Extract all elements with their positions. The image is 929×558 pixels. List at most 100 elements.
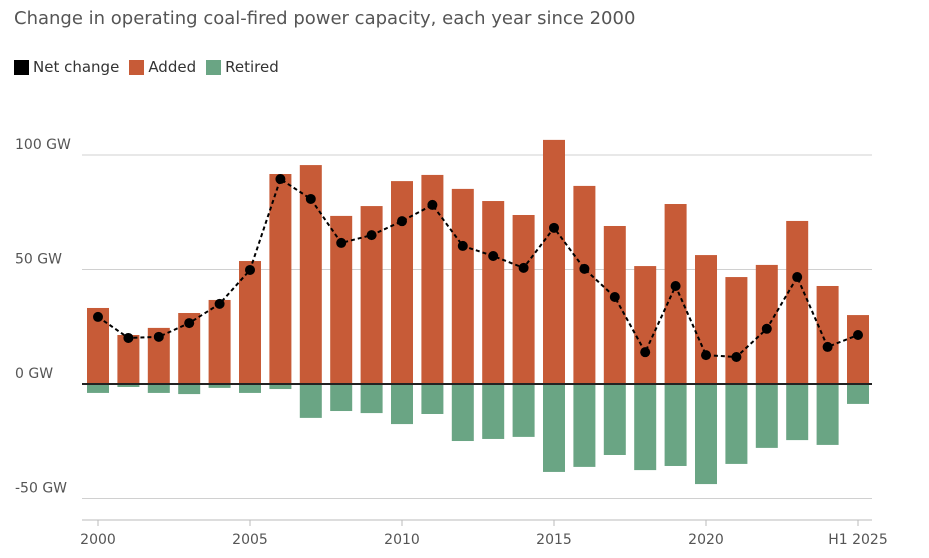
bar-retired [847, 384, 869, 404]
bar-retired [87, 384, 109, 393]
legend: Net change Added Retired [14, 58, 279, 76]
net-change-point [701, 350, 711, 361]
legend-swatch-net [14, 59, 29, 75]
bar-retired [421, 384, 444, 414]
bar-retired [330, 384, 353, 412]
bar-added [512, 214, 535, 384]
bar-added [451, 188, 474, 384]
net-change-point [457, 240, 468, 251]
bar-added [573, 185, 596, 384]
bar-added [360, 206, 383, 384]
bar-added [421, 174, 444, 384]
net-change-point [822, 341, 833, 352]
y-tick-label: 0 GW [15, 366, 53, 382]
net-change-point [731, 351, 742, 362]
bar-added [695, 255, 717, 384]
net-change-point [579, 263, 590, 274]
net-change-point [609, 291, 620, 302]
legend-item-retired: Retired [206, 58, 279, 76]
bar-added [664, 204, 687, 384]
bar-retired [634, 384, 657, 471]
bar-retired [816, 384, 839, 445]
net-change-point [123, 332, 134, 343]
net-change-point [761, 323, 772, 334]
bar-retired [755, 384, 778, 448]
bar-retired [512, 384, 535, 437]
bar-retired [695, 384, 717, 485]
net-change-line [97, 177, 859, 359]
y-tick-label: 100 GW [15, 137, 71, 153]
bar-retired [725, 384, 748, 464]
bar-retired [603, 384, 626, 455]
chart-title: Change in operating coal-fired power cap… [14, 8, 636, 29]
net-change-point [336, 237, 347, 248]
bar-retired [147, 384, 170, 393]
net-change-point [549, 222, 559, 233]
bar-retired [482, 384, 505, 439]
bar-added [725, 277, 748, 384]
bar-retired [391, 384, 413, 425]
bar-retired [786, 384, 809, 441]
bar-retired [451, 384, 474, 442]
net-change-point [184, 318, 195, 329]
legend-label-added: Added [148, 58, 197, 76]
net-change-point [670, 280, 681, 291]
x-tick-label: 2010 [384, 532, 420, 548]
legend-swatch-retired [206, 59, 222, 75]
net-change-point [488, 250, 499, 261]
x-tick-label: 2005 [232, 532, 268, 548]
bar-retired [117, 384, 140, 387]
bar-added [786, 220, 809, 384]
y-tick-label: 50 GW [15, 252, 62, 268]
net-change-point [275, 174, 286, 185]
bar-added [482, 201, 505, 384]
x-tick-label: 2000 [80, 532, 116, 548]
bar-retired [573, 384, 596, 467]
net-change-point [305, 193, 316, 204]
net-change-point [427, 199, 438, 210]
bar-added [87, 307, 109, 384]
bar-added [178, 313, 201, 384]
bar-added [299, 165, 322, 384]
bar-retired [269, 384, 292, 390]
bar-added [330, 215, 353, 384]
bar-added [543, 139, 565, 384]
bar-added [603, 225, 626, 384]
bar-added [239, 261, 261, 384]
net-change-point [518, 262, 529, 273]
net-change-point [153, 331, 164, 342]
legend-item-net: Net change [14, 58, 119, 76]
net-change-point [245, 264, 255, 275]
bar-retired [299, 384, 322, 418]
net-change-point [366, 230, 377, 241]
net-change-point [853, 329, 863, 340]
legend-item-added: Added [129, 58, 196, 76]
net-change-point [792, 272, 803, 283]
bar-added [816, 285, 839, 384]
x-tick-label: 2020 [688, 532, 724, 548]
bar-added [208, 299, 231, 384]
net-change-point [93, 311, 103, 322]
bar-retired [178, 384, 201, 395]
bar-added [117, 334, 140, 384]
bar-added [269, 174, 292, 384]
legend-swatch-added [129, 59, 145, 75]
bar-retired [664, 384, 687, 466]
bar-retired [360, 384, 383, 414]
bar-retired [239, 384, 261, 393]
x-tick-label: H1 2025 [828, 532, 888, 548]
bar-added [147, 327, 170, 384]
legend-label-net: Net change [33, 58, 120, 76]
bar-added [391, 181, 413, 384]
bar-retired [208, 384, 231, 388]
net-change-point [397, 216, 407, 227]
net-change-point [214, 298, 225, 309]
legend-label-retired: Retired [225, 58, 279, 76]
bar-retired [543, 384, 565, 472]
bar-added [634, 266, 657, 384]
net-change-point [640, 347, 651, 358]
bar-added [847, 315, 869, 384]
x-tick-label: 2015 [536, 532, 572, 548]
